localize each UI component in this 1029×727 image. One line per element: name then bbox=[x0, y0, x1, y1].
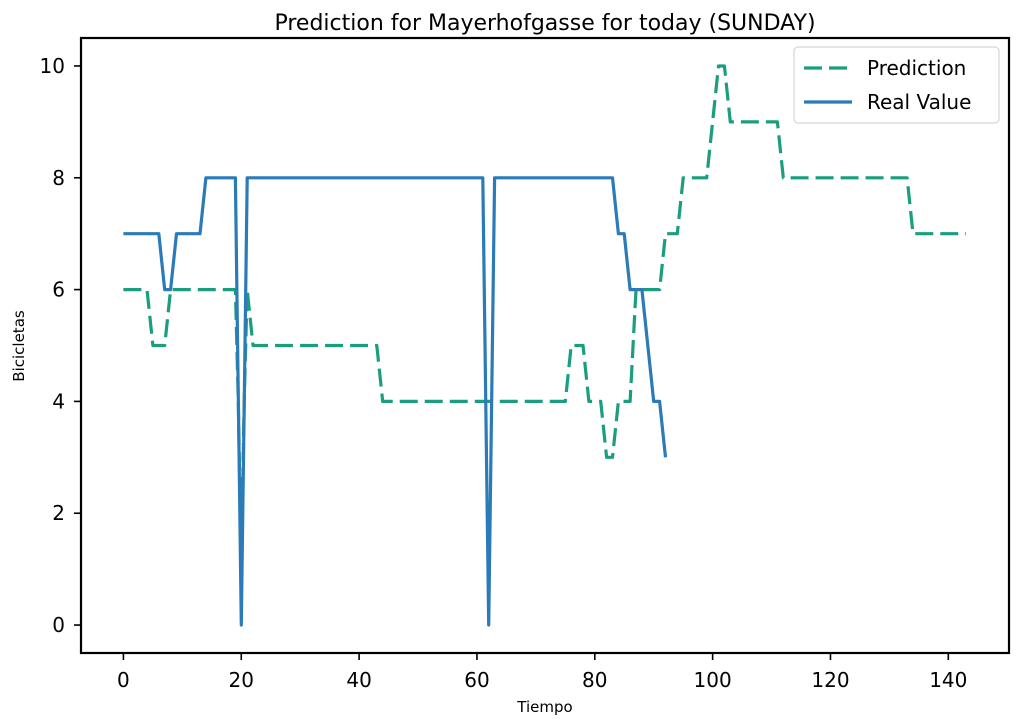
y-tick-label: 8 bbox=[52, 166, 65, 190]
x-tick-label: 120 bbox=[811, 668, 849, 692]
x-axis-label: Tiempo bbox=[516, 698, 572, 716]
chart-title: Prediction for Mayerhofgasse for today (… bbox=[274, 11, 815, 36]
x-tick-label: 60 bbox=[464, 668, 489, 692]
x-tick-label: 0 bbox=[117, 668, 130, 692]
legend-label-real-value: Real Value bbox=[867, 90, 971, 114]
x-tick-label: 140 bbox=[929, 668, 967, 692]
x-tick-label: 100 bbox=[694, 668, 732, 692]
series-line-real-value bbox=[123, 176, 668, 627]
series-line-prediction bbox=[123, 64, 966, 571]
y-tick-label: 4 bbox=[52, 389, 65, 413]
y-tick-label: 6 bbox=[52, 278, 65, 302]
axis-ticks: 0 20 40 60 80 100 120 140 0 2 4 6 8 10 bbox=[40, 54, 968, 692]
x-tick-label: 20 bbox=[229, 668, 254, 692]
legend-label-prediction: Prediction bbox=[867, 56, 966, 80]
y-tick-label: 2 bbox=[52, 501, 65, 525]
plot-area bbox=[79, 36, 1011, 655]
series-lines bbox=[123, 64, 966, 627]
legend-box bbox=[793, 46, 1000, 124]
y-tick-label: 0 bbox=[52, 613, 65, 637]
x-tick-label: 80 bbox=[582, 668, 607, 692]
x-tick-label: 40 bbox=[346, 668, 371, 692]
legend: Prediction Real Value bbox=[793, 46, 1000, 124]
y-tick-label: 10 bbox=[40, 54, 65, 78]
y-axis-label: Bicicletas bbox=[10, 310, 28, 382]
